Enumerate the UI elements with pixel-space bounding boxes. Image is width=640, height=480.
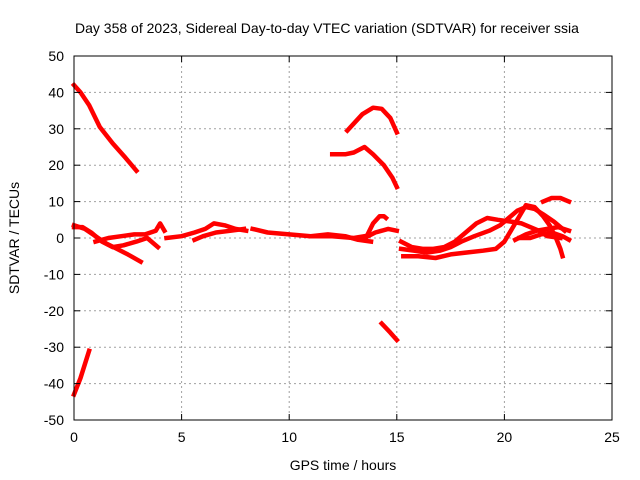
y-tick-label: -50 (44, 412, 64, 428)
series-layer (70, 81, 573, 398)
series-arc-11 (329, 144, 400, 190)
x-tick-label: 5 (178, 429, 186, 445)
y-tick-label: 30 (48, 121, 64, 137)
x-tick-label: 20 (497, 429, 513, 445)
series-arc-14 (378, 320, 400, 344)
series-arc-18 (512, 224, 572, 243)
series-arc-12 (363, 213, 390, 240)
chart-title: Day 358 of 2023, Sidereal Day-to-day VTE… (75, 20, 579, 36)
y-tick-label: -10 (44, 266, 64, 282)
series-arc-4 (71, 222, 144, 265)
x-axis-label: GPS time / hours (290, 457, 397, 473)
x-tick-label: 10 (281, 429, 297, 445)
series-arc-2 (71, 347, 92, 398)
y-tick-label: -20 (44, 303, 64, 319)
series-arc-15 (398, 215, 563, 252)
series-arc-20 (540, 195, 572, 205)
series-arc-5 (92, 221, 168, 245)
axis-ticks: 0 5 10 15 20 25 -50 -40 -30 -20 -10 0 10 20 30 40 50 (44, 48, 620, 445)
x-tick-label: 25 (604, 429, 620, 445)
series-arc-13 (361, 226, 400, 242)
y-tick-label: 20 (48, 157, 64, 173)
y-tick-label: 50 (48, 48, 64, 64)
series-arc-10 (344, 105, 400, 136)
series-arc-7 (191, 226, 247, 243)
x-tick-label: 15 (389, 429, 405, 445)
x-tick-label: 0 (70, 429, 78, 445)
series-arc-1 (70, 81, 140, 174)
y-tick-label: 0 (56, 230, 64, 246)
y-tick-label: -40 (44, 376, 64, 392)
series-arc-9 (308, 232, 374, 245)
y-tick-label: 40 (48, 84, 64, 100)
y-tick-label: -30 (44, 339, 64, 355)
series-arc-19 (517, 230, 573, 243)
y-tick-label: 10 (48, 194, 64, 210)
y-axis-label: SDTVAR / TECUs (6, 182, 22, 294)
